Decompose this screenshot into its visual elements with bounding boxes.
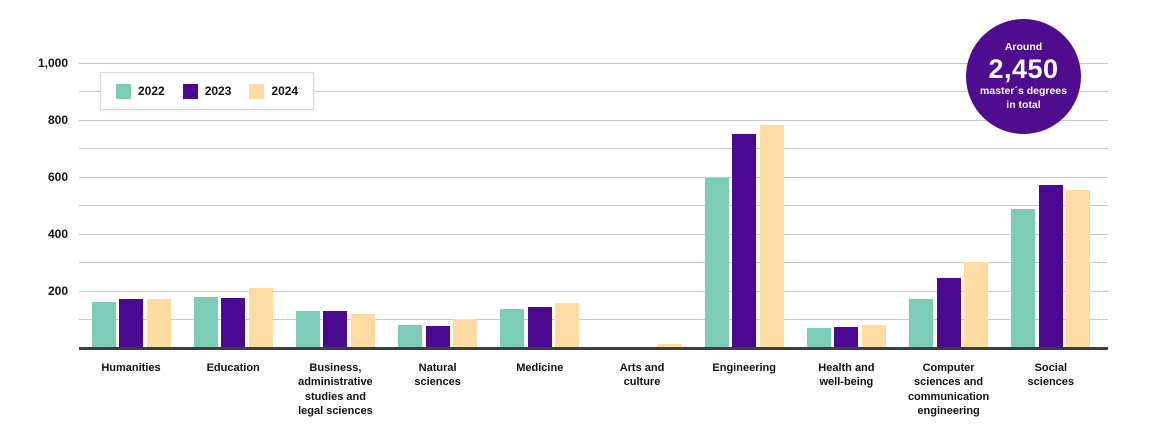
bar-2023 — [425, 325, 450, 348]
bar-2024 — [350, 313, 375, 348]
bar-2022 — [909, 299, 934, 348]
gridline-500 — [79, 205, 1108, 207]
bar-2024 — [964, 262, 989, 348]
x-axis-category-label: Social sciences — [1027, 362, 1075, 389]
legend-item-2022: 2022 — [116, 83, 165, 99]
x-axis-category-label: Arts and culture — [619, 362, 665, 389]
gridline-900 — [79, 91, 1108, 93]
bar-2024 — [1066, 190, 1091, 348]
legend-label: 2024 — [271, 84, 299, 98]
bar-2024 — [453, 319, 478, 348]
x-axis-category-label: Education — [206, 362, 260, 374]
bar-2023 — [323, 311, 348, 348]
bar-2022 — [1011, 208, 1036, 348]
legend-label: 2023 — [204, 84, 232, 98]
gridline-100 — [79, 319, 1108, 321]
x-axis-category-label: Engineering — [712, 362, 776, 374]
badge-around-text: Around — [1004, 40, 1043, 53]
bar-2022 — [704, 178, 729, 348]
gridline-200 — [79, 290, 1108, 292]
bar-2023 — [732, 133, 757, 348]
y-axis-tick-label: 200 — [47, 283, 68, 298]
bar-2023 — [834, 326, 859, 348]
x-axis-category-label: Business, administrative studies and leg… — [298, 362, 373, 417]
badge-total-value: 2,450 — [988, 54, 1059, 85]
bar-2024 — [248, 288, 273, 348]
y-axis-tick-label: 800 — [47, 112, 68, 127]
bar-2022 — [295, 310, 320, 348]
x-axis-category-label: Medicine — [516, 362, 564, 374]
y-axis-tick-label: 400 — [47, 226, 68, 241]
gridline-1000 — [79, 62, 1108, 64]
bar-2023 — [936, 278, 961, 348]
bar-2022 — [91, 302, 116, 348]
y-axis-tick-label: 1,000 — [37, 55, 68, 70]
gridline-700 — [79, 148, 1108, 150]
legend-swatch-2022 — [116, 83, 131, 99]
bar-2022 — [398, 325, 423, 348]
bar-2023 — [221, 298, 246, 348]
bar-2024 — [759, 125, 784, 348]
legend-item-2023: 2023 — [182, 83, 232, 99]
legend: 2022 2023 2024 — [100, 72, 315, 110]
bar-2024 — [657, 343, 682, 348]
bar-2024 — [146, 298, 171, 348]
gridline-300 — [79, 262, 1108, 264]
bar-2022 — [806, 328, 831, 348]
x-axis-category-label: Natural sciences — [414, 362, 461, 389]
total-badge: Around 2,450 master´s degrees in total — [966, 19, 1081, 134]
bar-2024 — [555, 302, 580, 348]
x-axis-category-label: Humanities — [101, 362, 161, 374]
legend-item-2024: 2024 — [249, 83, 299, 99]
legend-label: 2022 — [138, 84, 165, 98]
gridline-600 — [79, 176, 1108, 178]
x-axis-category-label: Computer sciences and communication engi… — [907, 362, 990, 417]
bar-2022 — [193, 296, 218, 348]
gridline-400 — [79, 233, 1108, 235]
badge-degrees-text: master´s degrees — [980, 85, 1067, 98]
bar-2023 — [1038, 185, 1063, 348]
badge-in-total-text: in total — [1006, 98, 1041, 111]
bar-2024 — [861, 325, 886, 348]
y-axis-tick-label: 600 — [47, 169, 68, 184]
x-axis-category-label: Health and well-being — [818, 362, 875, 389]
bar-2023 — [119, 299, 143, 348]
bar-2023 — [527, 307, 552, 348]
legend-swatch-2023 — [182, 83, 198, 99]
x-axis-line — [79, 347, 1108, 350]
gridline-800 — [79, 119, 1108, 121]
legend-swatch-2024 — [249, 83, 265, 99]
bar-2022 — [500, 309, 525, 348]
